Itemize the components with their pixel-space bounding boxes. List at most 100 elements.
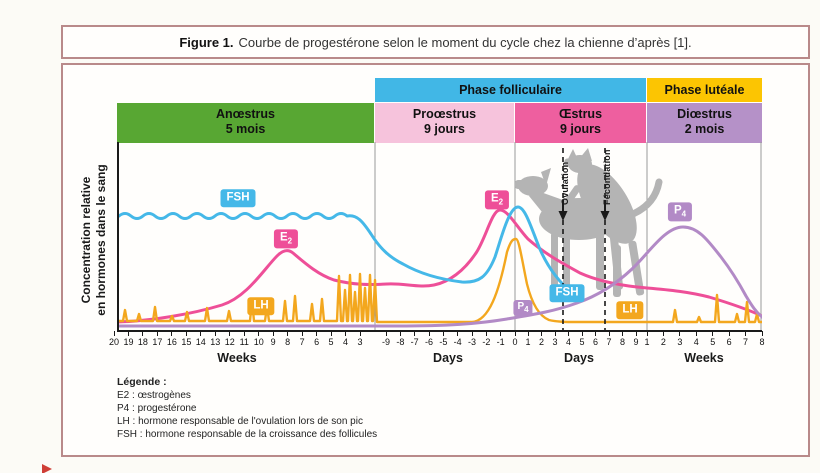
x-axis-tick (728, 331, 730, 336)
band-duration: 5 mois (225, 122, 266, 136)
x-axis-tick (258, 331, 260, 336)
x-tick-label: 3 (552, 337, 558, 347)
x-axis-tick (359, 331, 361, 336)
band-label: Anœstrus (215, 107, 276, 121)
x-tick-label: 6 (726, 337, 732, 347)
e2-peak-label: E2 (484, 190, 510, 210)
band-dioestrus: Diœstrus 2 mois (647, 103, 762, 143)
x-tick-label: 20 (108, 337, 120, 347)
lh-curve-label: LH (247, 297, 275, 315)
x-tick-label: -9 (381, 337, 391, 347)
legend: Légende : E2 : œstrogènes P4 : progestér… (117, 376, 377, 441)
fsh-curve (117, 205, 574, 295)
x-tick-label: -3 (467, 337, 477, 347)
x-tick-label: 15 (181, 337, 192, 347)
x-axis-unit-days-2: Days (564, 351, 594, 365)
legend-item: P4 : progestérone (117, 403, 197, 414)
x-axis-tick (712, 331, 714, 336)
x-tick-label: -5 (439, 337, 448, 347)
list-bullet-marker (42, 464, 52, 473)
x-tick-label: 9 (633, 337, 639, 347)
x-tick-label: 5 (328, 337, 334, 347)
x-axis-tick (527, 331, 529, 336)
band-anoestrus: Anœstrus 5 mois (117, 103, 374, 143)
figure-title-prefix: Figure 1. (179, 34, 234, 50)
legend-item: LH : hormone responsable de l'ovulation … (117, 416, 363, 427)
x-axis-tick (243, 331, 245, 336)
x-tick-label: -7 (410, 337, 419, 347)
band-label: Phase lutéale (664, 83, 745, 97)
x-tick-label: 5 (710, 337, 716, 347)
fsh-curve-label: FSH (220, 189, 256, 207)
x-tick-label: 16 (166, 337, 177, 347)
x-axis-unit-weeks-1: Weeks (217, 351, 257, 365)
x-axis-tick (142, 331, 144, 336)
label-text: P (517, 301, 525, 312)
x-axis-tick (608, 331, 610, 336)
x-axis-tick (272, 331, 274, 336)
x-axis-tick (646, 331, 648, 336)
x-tick-label: 17 (152, 337, 163, 347)
x-tick-label: 5 (579, 337, 585, 347)
label-subscript: 2 (498, 197, 504, 207)
x-axis-tick (485, 331, 487, 336)
x-axis-tick (171, 331, 173, 336)
x-tick-label: -8 (396, 337, 405, 347)
x-tick-label: 8 (759, 337, 765, 347)
x-tick-label: 4 (343, 337, 349, 347)
figure-title-text: Courbe de progestérone selon le moment d… (238, 34, 692, 50)
band-label: Œstrus (558, 107, 603, 121)
mating-dogs-silhouette-icon (515, 148, 663, 297)
x-tick-label: 10 (253, 337, 264, 347)
x-tick-label: 1 (525, 337, 531, 347)
down-arrow-icon (558, 211, 568, 221)
legend-item: FSH : hormone responsable de la croissan… (117, 429, 378, 440)
x-axis-tick (399, 331, 401, 336)
x-tick-label: 7 (743, 337, 749, 347)
legend-heading: Légende : (117, 376, 167, 388)
x-axis-tick (200, 331, 202, 336)
x-tick-label: 7 (299, 337, 305, 347)
x-tick-label: 3 (357, 337, 363, 347)
x-tick-label: 11 (239, 337, 249, 347)
x-axis-tick (345, 331, 347, 336)
x-axis-tick (568, 331, 569, 336)
x-tick-label: 13 (210, 337, 221, 347)
x-tick-label: 0 (512, 337, 518, 347)
y-axis-label-line1: Concentration relative (79, 176, 93, 304)
label-text: LH (253, 299, 269, 312)
label-subscript: 4 (524, 305, 529, 314)
x-tick-label: -1 (496, 337, 505, 347)
band-oestrus: Œstrus 9 jours (515, 103, 646, 143)
label-text: FSH (555, 286, 579, 299)
ovulation-label: Ovulation (560, 161, 570, 205)
label-text: P (673, 204, 682, 217)
x-axis-tick (471, 331, 473, 336)
x-axis-tick (595, 331, 596, 336)
x-tick-label: 7 (606, 337, 612, 347)
x-axis-tick (428, 331, 430, 336)
p4-curve (117, 225, 762, 328)
label-subscript: 4 (681, 209, 687, 219)
x-axis-tick (330, 331, 332, 336)
x-tick-label: 6 (314, 337, 320, 347)
x-tick-label: -4 (453, 337, 462, 347)
x-axis-tick (185, 331, 187, 336)
x-tick-label: 12 (224, 337, 235, 347)
x-axis-tick (662, 331, 664, 336)
e2-curve (117, 208, 762, 324)
x-axis-tick (457, 331, 459, 336)
legend-item: E2 : œstrogènes (117, 390, 191, 401)
x-axis-tick (554, 331, 556, 336)
x-axis-tick (635, 331, 637, 336)
x-axis-tick (622, 331, 623, 336)
x-tick-label: 8 (285, 337, 291, 347)
band-prooestrus: Proœstrus 9 jours (375, 103, 514, 143)
x-tick-label: -2 (482, 337, 491, 347)
down-arrow-icon (600, 211, 610, 221)
x-tick-label: 1 (644, 337, 650, 347)
x-tick-label: 6 (592, 337, 599, 347)
p4-peak-label: P4 (667, 202, 693, 222)
band-duration: 9 jours (424, 122, 465, 136)
